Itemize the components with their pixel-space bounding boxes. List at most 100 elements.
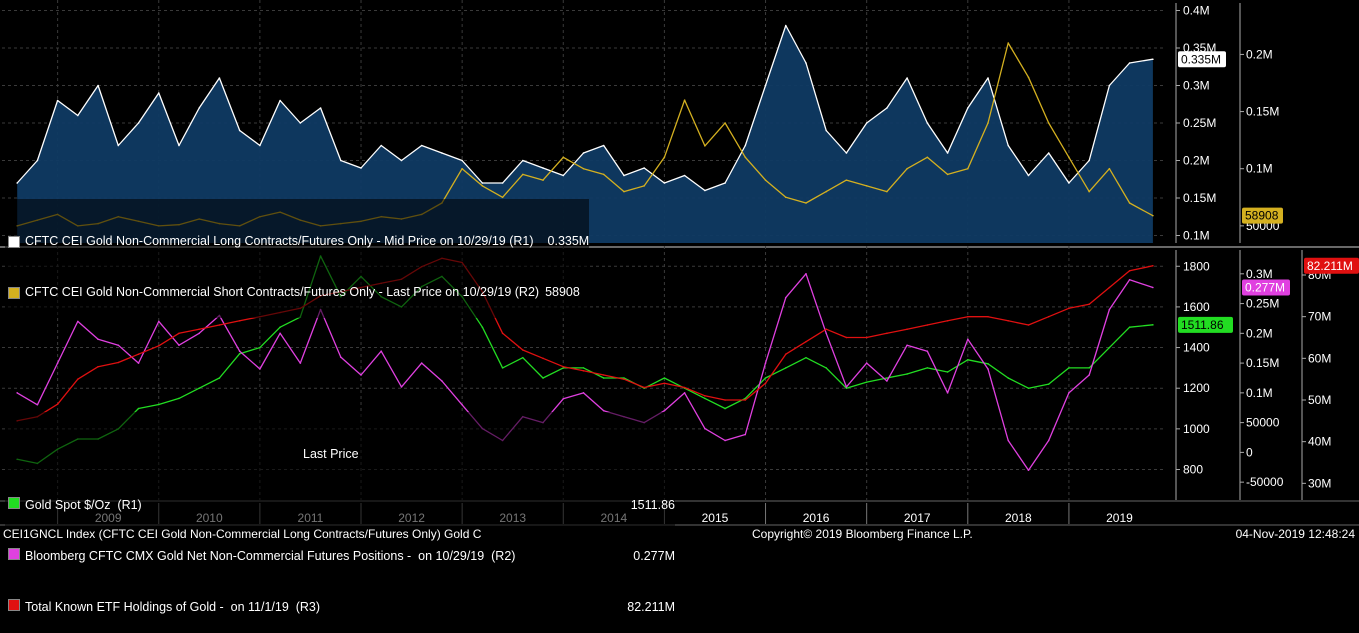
year-label-2017: 2017 — [904, 511, 931, 525]
point-1-1-27 — [562, 398, 565, 400]
point-1-0-32 — [663, 377, 666, 379]
point-0-1-41 — [845, 179, 848, 181]
point-1-2-32 — [663, 382, 666, 385]
point-0-0-32 — [663, 182, 666, 184]
point-0-0-41 — [845, 152, 848, 154]
point-1-2-9 — [198, 328, 201, 330]
net-value: 0.277M — [633, 549, 675, 563]
gold-value: 1511.86 — [630, 498, 675, 512]
point-0-0-44 — [906, 77, 908, 79]
point-1-1-41 — [845, 386, 848, 388]
value-badge-0-1: 58908 — [1242, 207, 1283, 224]
tick-label-1-R2-6: 0.25M — [1246, 297, 1279, 311]
point-1-1-39 — [805, 273, 807, 275]
point-1-2-54 — [1108, 286, 1111, 289]
point-1-1-28 — [582, 392, 585, 394]
point-0-0-18 — [380, 144, 383, 147]
point-0-0-5 — [117, 144, 120, 147]
point-0-1-44 — [906, 167, 908, 170]
point-1-0-46 — [946, 371, 949, 373]
value-badge-bg-1-1 — [1242, 279, 1290, 296]
point-0-1-55 — [1128, 202, 1131, 204]
point-1-2-2 — [56, 403, 59, 405]
point-0-0-29 — [602, 144, 605, 147]
point-0-0-26 — [542, 167, 544, 169]
point-0-0-20 — [420, 144, 423, 147]
point-0-1-34 — [704, 145, 706, 147]
point-0-0-36 — [744, 144, 747, 147]
tick-label-0-R1-2: 0.2M — [1183, 154, 1210, 168]
point-0-0-15 — [319, 107, 322, 109]
point-0-0-39 — [805, 62, 807, 64]
top-legend-row-short: CFTC CEI Gold Non-Commercial Short Contr… — [5, 284, 589, 301]
point-0-1-27 — [562, 156, 565, 159]
point-0-0-34 — [704, 189, 706, 192]
point-1-0-42 — [865, 381, 868, 383]
point-0-0-45 — [926, 122, 929, 124]
tick-label-1-R1-2: 1200 — [1183, 381, 1210, 395]
point-1-2-42 — [865, 336, 868, 339]
point-1-1-46 — [946, 392, 949, 394]
tick-label-0-R1-0: 0.1M — [1183, 229, 1210, 243]
bottom-legend-row-gold: Gold Spot $/Oz (R1) 1511.86 — [5, 497, 675, 514]
point-1-1-17 — [360, 374, 362, 376]
point-0-0-37 — [764, 84, 767, 87]
point-0-1-38 — [784, 196, 787, 199]
point-0-1-50 — [1027, 76, 1030, 79]
point-0-0-25 — [522, 159, 524, 162]
point-1-2-41 — [845, 336, 848, 339]
point-0-1-43 — [886, 190, 888, 193]
bottom-legend-row-etf: Total Known ETF Holdings of Gold - on 11… — [5, 599, 675, 616]
point-1-1-42 — [865, 362, 868, 364]
value-badge-bg-1-0 — [1304, 257, 1359, 274]
point-1-0-50 — [1027, 387, 1030, 390]
point-1-2-39 — [805, 340, 807, 343]
value-badge-text-1-2: 1511.86 — [1181, 318, 1224, 332]
point-1-1-38 — [784, 296, 787, 299]
point-1-2-34 — [704, 395, 706, 397]
tick-label-0-R1-4: 0.3M — [1183, 79, 1210, 93]
point-0-0-24 — [501, 182, 504, 184]
point-1-0-11 — [238, 352, 241, 355]
point-1-0-7 — [157, 403, 160, 406]
point-1-2-5 — [117, 361, 120, 364]
point-0-1-24 — [501, 196, 504, 199]
bottom-legend: Last Price Gold Spot $/Oz (R1) 1511.86 Bl… — [5, 412, 675, 633]
point-0-1-56 — [1152, 214, 1154, 217]
point-1-1-45 — [926, 350, 929, 352]
point-0-0-42 — [865, 122, 868, 124]
point-1-1-29 — [602, 409, 605, 412]
year-label-2018: 2018 — [1005, 511, 1032, 525]
point-1-0-45 — [926, 367, 929, 369]
point-0-0-13 — [279, 99, 281, 102]
point-1-0-27 — [562, 367, 565, 369]
point-0-0-17 — [360, 167, 362, 169]
point-0-0-2 — [56, 99, 59, 102]
point-1-1-48 — [987, 368, 989, 370]
point-1-1-33 — [683, 392, 686, 394]
point-1-2-29 — [602, 374, 605, 376]
point-1-2-45 — [926, 324, 929, 326]
point-0-1-53 — [1088, 190, 1090, 193]
tick-label-1-R2-2: 50000 — [1246, 416, 1280, 430]
point-0-1-25 — [522, 173, 524, 176]
point-1-2-40 — [825, 328, 828, 330]
year-label-2015: 2015 — [702, 511, 729, 525]
point-1-0-49 — [1007, 377, 1010, 379]
point-1-1-47 — [966, 338, 969, 341]
point-0-0-7 — [157, 92, 160, 94]
point-0-1-33 — [683, 99, 686, 101]
point-1-1-0 — [16, 392, 18, 394]
point-1-2-7 — [157, 345, 160, 347]
point-1-1-44 — [906, 344, 908, 347]
point-1-0-28 — [582, 367, 585, 369]
point-1-0-23 — [481, 326, 484, 329]
point-1-0-36 — [744, 397, 747, 400]
tick-label-1-R3-4: 70M — [1308, 310, 1331, 324]
point-1-2-43 — [886, 332, 888, 335]
point-0-1-54 — [1108, 167, 1111, 170]
tick-label-1-R2-1: 0 — [1246, 445, 1253, 459]
long-value: 0.335M — [547, 234, 590, 248]
point-1-2-24 — [501, 332, 504, 335]
point-0-0-10 — [218, 77, 221, 79]
